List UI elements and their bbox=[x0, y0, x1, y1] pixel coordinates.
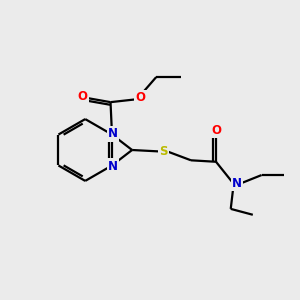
Text: N: N bbox=[108, 160, 118, 172]
Text: N: N bbox=[232, 177, 242, 190]
Text: O: O bbox=[136, 91, 146, 104]
Text: O: O bbox=[78, 90, 88, 103]
Text: S: S bbox=[159, 145, 168, 158]
Text: O: O bbox=[211, 124, 221, 137]
Text: N: N bbox=[108, 128, 118, 140]
